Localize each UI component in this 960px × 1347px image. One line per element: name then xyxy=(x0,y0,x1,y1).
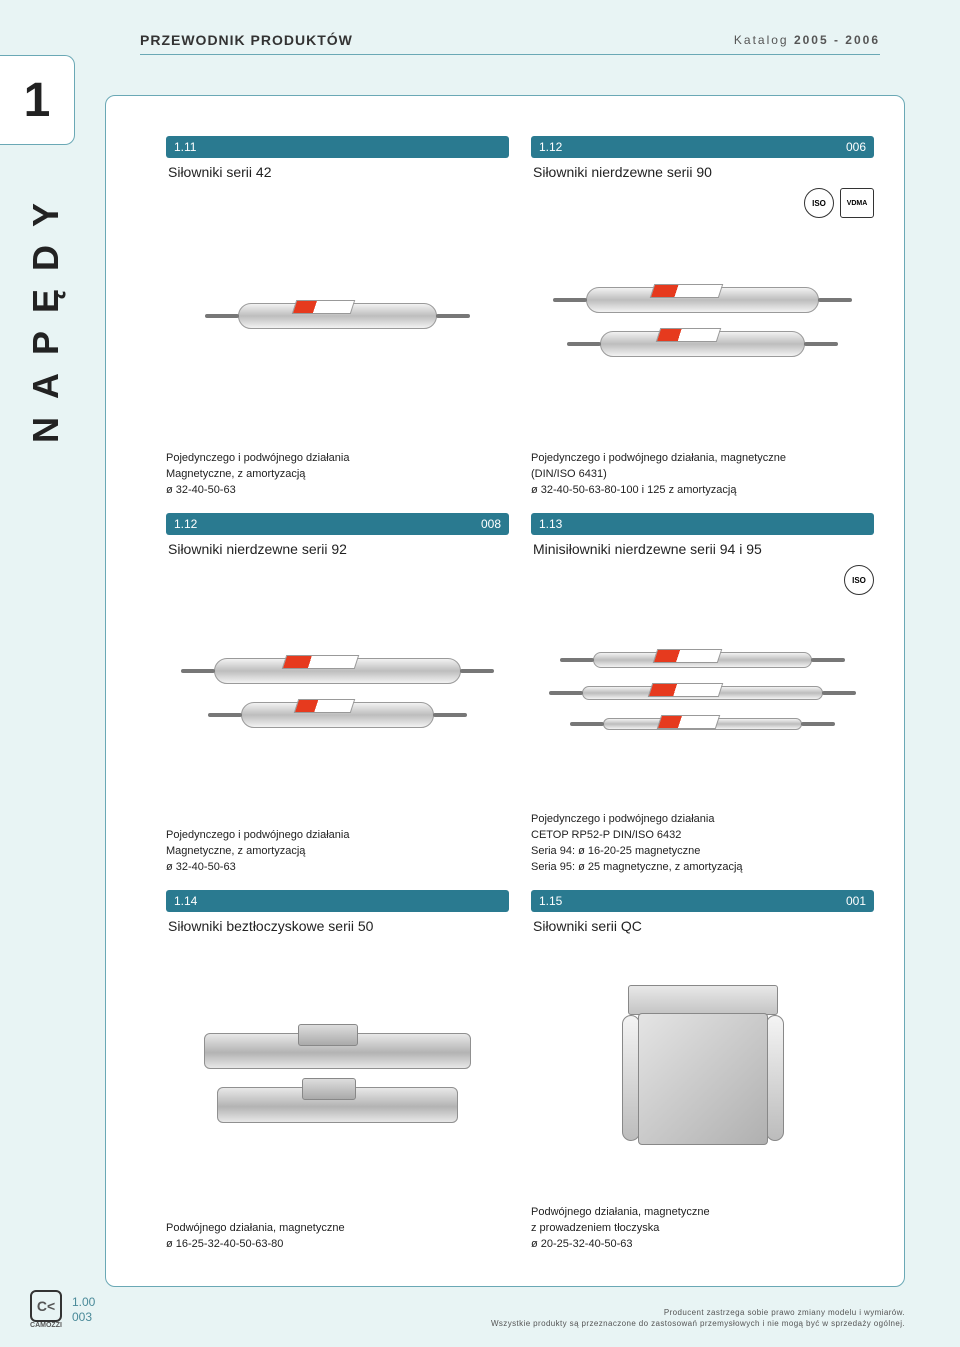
cylinder-icon xyxy=(582,686,822,700)
footer-left: C< CAMOZZI 1.00 003 xyxy=(30,1290,95,1329)
cylinder-icon xyxy=(600,331,806,357)
side-label: NAPĘDY xyxy=(25,185,67,443)
card-code: 1.14 xyxy=(174,894,197,908)
product-card: 1.15 001 Siłowniki serii QC Podwójnego dzia… xyxy=(531,890,874,1261)
header-catalog-label: Katalog xyxy=(734,33,789,47)
section-tab: 1 xyxy=(0,55,75,145)
card-description: Pojedynczego i podwójnego działaniaCETOP… xyxy=(531,808,874,884)
product-image xyxy=(166,938,509,1217)
card-title: Minisiłowniki nierdzewne serii 94 i 95 xyxy=(531,535,764,561)
card-code: 1.11 xyxy=(174,140,196,154)
card-code: 1.12 xyxy=(539,140,562,154)
guided-cylinder-icon xyxy=(618,985,788,1155)
cylinder-icon xyxy=(241,702,433,728)
card-description: Pojedynczego i podwójnego działaniaMagne… xyxy=(166,824,509,884)
vdma-badge-icon: VDMA xyxy=(840,188,874,218)
card-description: Podwójnego działania, magnetycznez prowa… xyxy=(531,1201,874,1261)
product-image xyxy=(531,196,874,447)
card-row: 1.14 Siłowniki beztłoczyskowe serii 50 Pod… xyxy=(166,890,874,1261)
iso-badge-icon: ISO xyxy=(844,565,874,595)
rodless-cylinder-icon xyxy=(217,1087,457,1123)
card-row: 1.11 Siłowniki serii 42 Pojedynczego i pod… xyxy=(166,136,874,507)
page-footer: C< CAMOZZI 1.00 003 Producent zastrzega … xyxy=(30,1290,905,1329)
cylinder-icon xyxy=(586,287,819,313)
product-card: 1.13 Minisiłowniki nierdzewne serii 94 i … xyxy=(531,513,874,884)
disclaimer-line: Producent zastrzega sobie prawo zmiany m… xyxy=(491,1308,905,1318)
card-code: 1.15 xyxy=(539,894,562,908)
product-card: 1.11 Siłowniki serii 42 Pojedynczego i pod… xyxy=(166,136,509,507)
logo-subtext: CAMOZZI xyxy=(30,1322,62,1329)
card-header-bar: 1.15 001 xyxy=(531,890,874,912)
product-image xyxy=(166,184,509,447)
card-description: Pojedynczego i podwójnego działaniaMagne… xyxy=(166,447,509,507)
footer-code: 1.00 003 xyxy=(72,1295,95,1324)
card-header-bar: 1.14 xyxy=(166,890,509,912)
footer-page-num: 003 xyxy=(72,1310,95,1324)
page-header: PRZEWODNIK PRODUKTÓW Katalog 2005 - 2006 xyxy=(140,25,880,55)
cylinder-icon xyxy=(238,303,437,329)
product-image xyxy=(166,561,509,824)
header-catalog-year: 2005 - 2006 xyxy=(794,33,880,47)
badge-group: ISOVDMA xyxy=(804,158,874,196)
card-page-ref: 001 xyxy=(846,894,866,908)
card-header-bar: 1.12 006 xyxy=(531,136,874,158)
footer-disclaimer: Producent zastrzega sobie prawo zmiany m… xyxy=(491,1308,905,1329)
disclaimer-line: Wszystkie produkty są przeznaczone do za… xyxy=(491,1319,905,1329)
card-description: Pojedynczego i podwójnego działania, mag… xyxy=(531,447,874,507)
badge-group: ISO xyxy=(844,535,874,573)
card-header-bar: 1.13 xyxy=(531,513,874,535)
product-card: 1.12 006 Siłowniki nierdzewne serii 90 ISOV… xyxy=(531,136,874,507)
card-row: 1.12 008 Siłowniki nierdzewne serii 92 Poje… xyxy=(166,513,874,884)
header-catalog: Katalog 2005 - 2006 xyxy=(734,33,880,47)
brand-logo: C< CAMOZZI xyxy=(30,1290,62,1329)
product-card: 1.12 008 Siłowniki nierdzewne serii 92 Poje… xyxy=(166,513,509,884)
cylinder-icon xyxy=(603,718,802,730)
card-title: Siłowniki nierdzewne serii 92 xyxy=(166,535,349,561)
card-title: Siłowniki beztłoczyskowe serii 50 xyxy=(166,912,375,938)
footer-section-code: 1.00 xyxy=(72,1295,95,1309)
product-card: 1.14 Siłowniki beztłoczyskowe serii 50 Pod… xyxy=(166,890,509,1261)
card-title: Siłowniki serii QC xyxy=(531,912,644,938)
logo-icon: C< xyxy=(30,1290,62,1322)
cylinder-icon xyxy=(214,658,461,684)
card-title: Siłowniki serii 42 xyxy=(166,158,273,184)
card-page-ref: 006 xyxy=(846,140,866,154)
product-image xyxy=(531,938,874,1201)
product-image xyxy=(531,573,874,808)
content-panel: 1.11 Siłowniki serii 42 Pojedynczego i pod… xyxy=(105,95,905,1287)
card-page-ref: 008 xyxy=(481,517,501,531)
card-code: 1.13 xyxy=(539,517,562,531)
header-title: PRZEWODNIK PRODUKTÓW xyxy=(140,32,353,48)
card-header-bar: 1.11 xyxy=(166,136,509,158)
cylinder-icon xyxy=(593,652,813,668)
rodless-cylinder-icon xyxy=(204,1033,472,1069)
card-header-bar: 1.12 008 xyxy=(166,513,509,535)
card-title: Siłowniki nierdzewne serii 90 xyxy=(531,158,714,184)
card-description: Podwójnego działania, magnetyczneø 16-25… xyxy=(166,1217,509,1261)
card-code: 1.12 xyxy=(174,517,197,531)
iso-badge-icon: ISO xyxy=(804,188,834,218)
page: PRZEWODNIK PRODUKTÓW Katalog 2005 - 2006… xyxy=(0,0,960,1347)
section-number: 1 xyxy=(24,73,51,128)
